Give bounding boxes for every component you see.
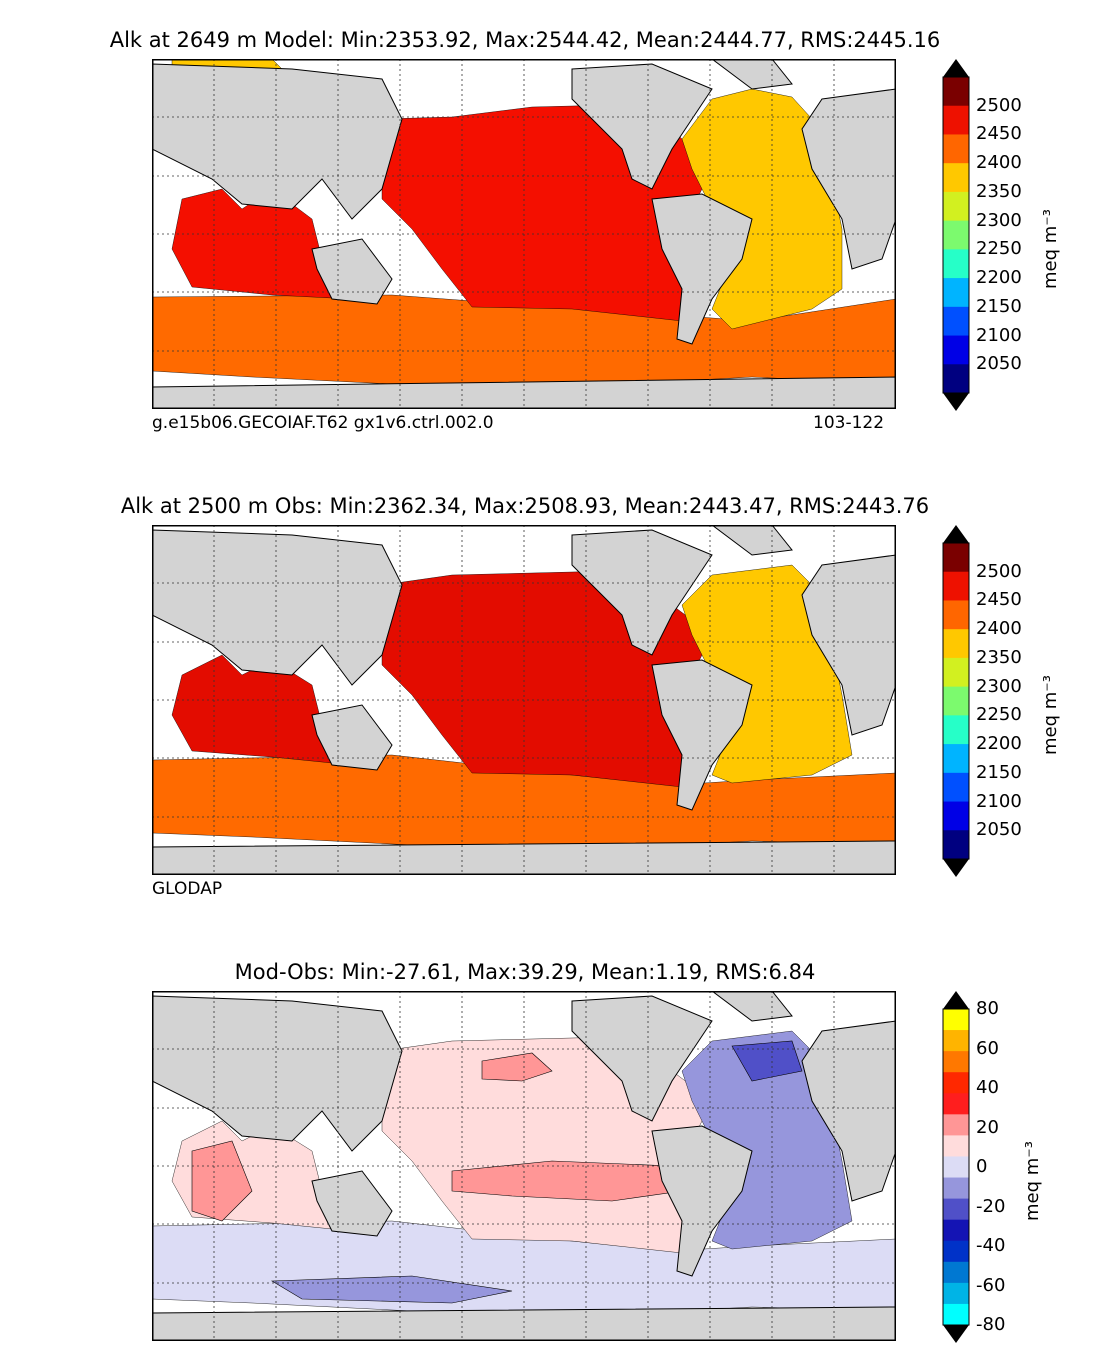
colorbar-units-label: meq m⁻³	[1040, 208, 1061, 289]
colorbar-segment	[943, 364, 969, 394]
colorbar-tick-label: 60	[976, 1037, 999, 1059]
colorbar-tick-label: -80	[976, 1314, 1006, 1335]
colorbar-tick-label: 2200	[976, 267, 1022, 289]
colorbar-tick-label: 80	[976, 998, 999, 1019]
colorbar-segment	[943, 1198, 969, 1221]
colorbar-extend-bottom	[943, 1325, 969, 1343]
colorbar-segment	[943, 1009, 969, 1031]
panel3-colorbar-svg	[942, 991, 970, 1343]
colorbar-segment	[943, 543, 969, 573]
colorbar-tick-label: 2050	[976, 353, 1022, 375]
colorbar-tick-label: 2500	[976, 560, 1022, 582]
colorbar-extend-top	[943, 525, 969, 543]
colorbar-segment	[943, 1135, 969, 1157]
panel1-footer-left: g.e15b06.GECOIAF.T62 gx1v6.ctrl.002.0	[152, 413, 494, 433]
colorbar-segment	[943, 249, 969, 279]
colorbar-tick-label: 2250	[976, 238, 1022, 260]
colorbar-segment	[943, 715, 969, 745]
colorbar-segment	[943, 1030, 969, 1052]
colorbar-segment	[943, 278, 969, 308]
colorbar-tick-label: 2150	[976, 295, 1022, 317]
colorbar-segment	[943, 1240, 969, 1263]
colorbar-segment	[943, 1282, 969, 1305]
colorbar-segment	[943, 77, 969, 107]
colorbar-tick-label: 2350	[976, 180, 1022, 202]
panel1-map	[152, 59, 896, 409]
colorbar-extend-bottom	[943, 859, 969, 877]
colorbar-extend-bottom	[943, 393, 969, 411]
colorbar-segment	[943, 1261, 969, 1284]
colorbar-tick-label: 2500	[976, 94, 1022, 116]
panel1-colorbar-svg	[942, 59, 970, 411]
colorbar-tick-label: 2450	[976, 589, 1022, 611]
colorbar-segment	[943, 220, 969, 250]
colorbar-tick-label: -40	[976, 1235, 1006, 1256]
colorbar-segment	[943, 571, 969, 601]
panel3-map	[152, 991, 896, 1341]
panel2-colorbar-svg	[942, 525, 970, 877]
colorbar-segment	[943, 830, 969, 860]
colorbar-segment	[943, 1072, 969, 1094]
panel3-title: Mod-Obs: Min:-27.61, Max:39.29, Mean:1.1…	[234, 960, 816, 984]
colorbar-tick-label: 2300	[976, 675, 1022, 697]
colorbar-units-label: meq m⁻³	[1022, 1140, 1043, 1221]
colorbar-extend-top	[943, 59, 969, 77]
colorbar-segment	[943, 629, 969, 659]
panel1-footer-right: 103-122	[813, 413, 885, 433]
panel2-footer-left: GLODAP	[152, 879, 223, 899]
colorbar-tick-label: 2450	[976, 123, 1022, 145]
colorbar-tick-label: 2200	[976, 733, 1022, 755]
colorbar-tick-label: -20	[976, 1195, 1006, 1217]
colorbar-tick-label: 2350	[976, 646, 1022, 668]
colorbar-tick-label: -60	[976, 1274, 1006, 1296]
colorbar-tick-label: 0	[976, 1156, 988, 1177]
colorbar-segment	[943, 1051, 969, 1073]
colorbar-outline	[942, 542, 970, 860]
colorbar-tick-label: 2400	[976, 152, 1022, 174]
panel2-title: Alk at 2500 m Obs: Min:2362.34, Max:2508…	[120, 494, 930, 518]
colorbar-tick-label: 2100	[976, 324, 1022, 346]
colorbar-segment	[943, 686, 969, 716]
panel3-colorbar: 80 60 40 20 0 -20 -40 -60 -80 meq m⁻³	[940, 991, 1070, 1343]
colorbar-segment	[943, 1114, 969, 1136]
colorbar-outline	[942, 1008, 970, 1326]
colorbar-tick-label: 40	[976, 1077, 999, 1098]
colorbar-tick-label: 2400	[976, 618, 1022, 640]
colorbar-segment	[943, 772, 969, 803]
colorbar-segment	[943, 191, 969, 222]
colorbar-tick-label: 2300	[976, 209, 1022, 231]
colorbar-segment	[943, 801, 969, 831]
colorbar-segment	[943, 1303, 969, 1326]
colorbar-segment	[943, 657, 969, 688]
colorbar-extend-top	[943, 991, 969, 1009]
colorbar-segment	[943, 1219, 969, 1242]
colorbar-outline	[942, 76, 970, 394]
colorbar-tick-label: 2100	[976, 790, 1022, 812]
panel1-title: Alk at 2649 m Model: Min:2353.92, Max:25…	[109, 28, 941, 52]
colorbar-units-label: meq m⁻³	[1040, 674, 1061, 755]
colorbar-tick-label: 2050	[976, 819, 1022, 841]
panel2-colorbar: 2500 2450 2400 2350 2300 2250 2200 2150 2100 2050…	[940, 525, 1070, 877]
colorbar-segment	[943, 1156, 969, 1179]
colorbar-tick-label: 2250	[976, 704, 1022, 726]
colorbar-tick-label: 20	[976, 1116, 999, 1138]
colorbar-segment	[943, 1093, 969, 1115]
colorbar-segment	[943, 335, 969, 365]
panel3-map-svg	[152, 991, 896, 1341]
colorbar-segment	[943, 105, 969, 135]
panel1-map-svg	[152, 59, 896, 409]
colorbar-segment	[943, 1177, 969, 1200]
colorbar-segment	[943, 134, 969, 164]
colorbar-segment	[943, 600, 969, 630]
panel2-map	[152, 525, 896, 875]
colorbar-tick-label: 2150	[976, 761, 1022, 783]
panel1-colorbar: 2500 2450 2400 2350 2300 2250 2200 2150 2100 2050…	[940, 59, 1070, 411]
colorbar-segment	[943, 163, 969, 193]
colorbar-segment	[943, 744, 969, 774]
colorbar-segment	[943, 306, 969, 337]
panel2-map-svg	[152, 525, 896, 875]
